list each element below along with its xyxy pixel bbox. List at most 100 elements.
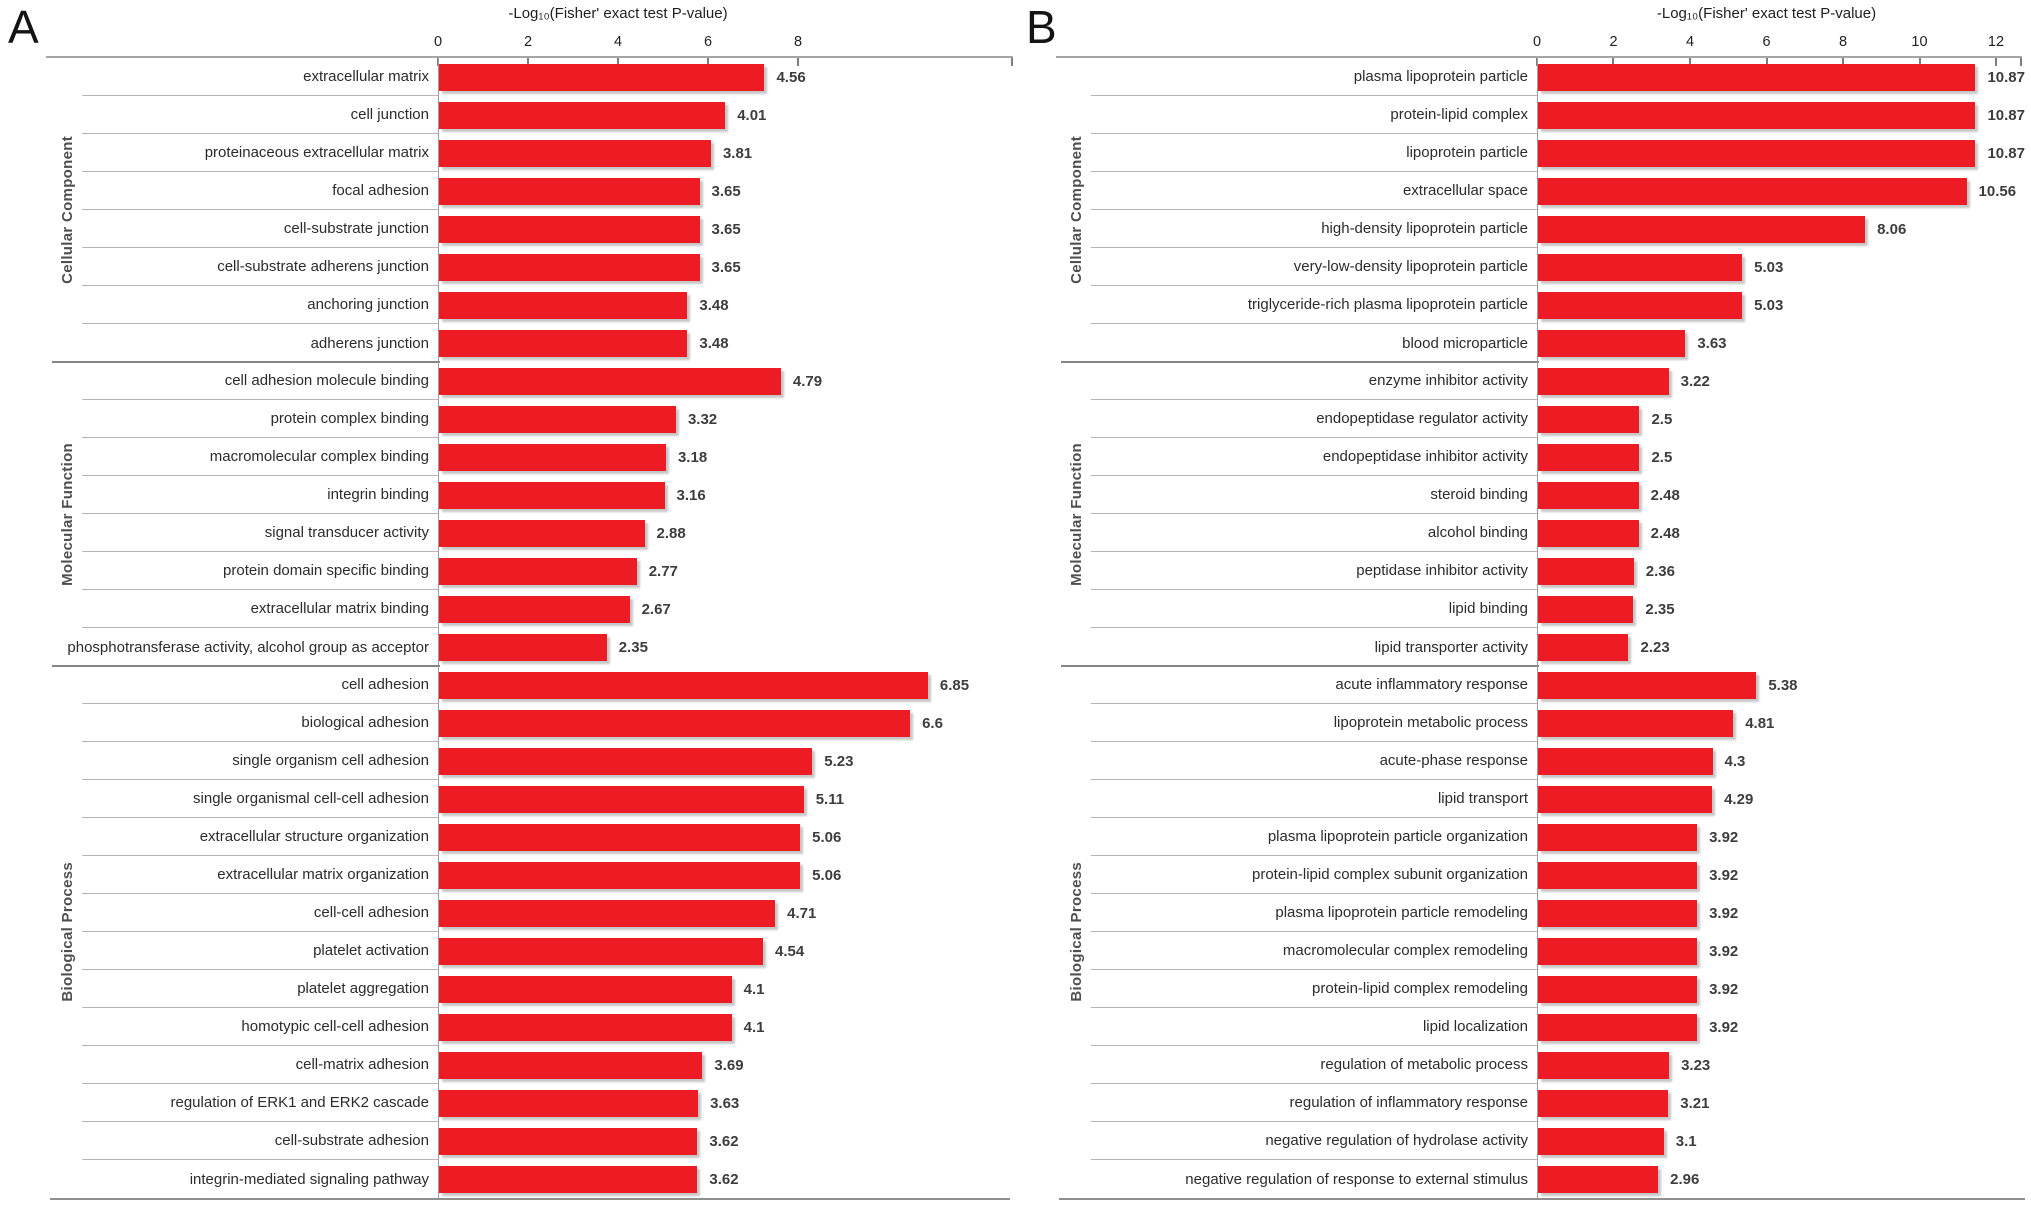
bar [439,861,801,889]
row-label-cell: lipid localization [1091,1008,1537,1046]
bar-value: 2.77 [648,562,678,580]
bar-value: 2.88 [656,524,686,542]
bar-value: 4.79 [792,372,823,390]
category-group-label-column: Molecular Function [52,362,82,666]
chart-row: lipid transport 4.29 [1091,780,2025,818]
row-label: regulation of metabolic process [1320,1056,1528,1073]
axis-tick-labels: 0 2 4 6 8 10 12 [1533,30,2004,52]
bar [439,709,911,737]
row-label: peptidase inhibitor activity [1356,562,1528,579]
row-label-cell: cell-substrate junction [82,210,438,248]
row-label: extracellular matrix binding [250,600,429,617]
row-label-cell: negative regulation of response to exter… [1091,1160,1537,1198]
chart-row: cell adhesion 6.85 [82,666,1010,704]
chart-row: plasma lipoprotein particle 10.87 [1091,58,2025,96]
bar-value: 2.35 [618,638,648,656]
category-group: Molecular Function cell adhesion molecule… [52,362,1010,667]
row-label: single organismal cell-cell adhesion [193,790,429,807]
chart-row: cell-substrate adhesion 3.62 [82,1122,1010,1160]
row-label: lipid binding [1448,600,1528,617]
bar [439,937,764,965]
bar [439,557,637,585]
panel-letter: B [1026,1,1057,53]
bar-value: 5.11 [815,790,845,808]
axis-tick-label: 12 [1987,34,2005,50]
chart-row: lipid transporter activity 2.23 [1091,628,2025,666]
category-group: Biological Process acute inflammatory res… [1061,666,2025,1198]
row-bar-cell: 4.54 [438,932,1010,970]
row-label-cell: phosphotransferase activity, alcohol gro… [67,628,438,666]
row-label: plasma lipoprotein particle [1353,68,1528,85]
row-label: platelet activation [313,942,429,959]
bar [1538,519,1639,547]
chart-row: cell-matrix adhesion 3.69 [82,1046,1010,1084]
bar-value: 3.21 [1680,1094,1710,1112]
chart-row: extracellular matrix 4.56 [82,58,1010,96]
bar-value: 5.23 [824,752,854,770]
chart-row: very-low-density lipoprotein particle 5.0… [1091,248,2025,286]
bar-value: 5.38 [1768,676,1798,694]
chart-row: platelet activation 4.54 [82,932,1010,970]
row-label: proteinaceous extracellular matrix [204,144,429,161]
bar-value: 10.87 [1987,144,2025,162]
row-label: cell-cell adhesion [313,904,429,921]
row-bar-cell: 2.88 [438,514,1010,552]
category-group-label: Biological Process [1067,862,1085,1002]
chart-row: negative regulation of response to exter… [1091,1160,2025,1198]
row-label: endopeptidase regulator activity [1316,410,1528,427]
row-label-cell: endopeptidase inhibitor activity [1091,438,1537,476]
row-bar-cell: 3.63 [438,1084,1010,1122]
row-bar-cell: 10.87 [1537,96,2025,134]
chart-row: cell-substrate junction 3.65 [82,210,1010,248]
row-label-cell: protein-lipid complex subunit organizati… [1091,856,1537,894]
chart-row: macromolecular complex binding 3.18 [82,438,1010,476]
axis-tick-mark [1688,58,1691,66]
chart-row: high-density lipoprotein particle 8.06 [1091,210,2025,248]
bar [1538,557,1634,585]
bar [439,1089,699,1117]
chart-row: enzyme inhibitor activity 3.22 [1091,362,2025,400]
row-label-cell: platelet aggregation [82,970,438,1008]
row-bar-cell: 3.63 [1537,324,2025,362]
bar-value: 4.1 [743,1018,765,1036]
bar [439,1013,732,1041]
chart-row: extracellular matrix binding 2.67 [82,590,1010,628]
row-label: cell junction [350,106,429,123]
row-label: regulation of inflammatory response [1289,1094,1528,1111]
row-label: extracellular space [1402,182,1528,199]
chart-body: Cellular Component extracellular matrix 4.… [50,58,1010,1200]
row-label-cell: lipoprotein particle [1091,134,1537,172]
bar [439,899,776,927]
row-label-cell: single organismal cell-cell adhesion [82,780,438,818]
axis-tick-label: 4 [613,34,623,50]
chart-row: negative regulation of hydrolase activit… [1091,1122,2025,1160]
bar [439,443,666,471]
row-bar-cell: 3.92 [1537,818,2025,856]
row-bar-cell: 2.36 [1537,552,2025,590]
bar [439,975,732,1003]
bar [439,785,804,813]
row-bar-cell: 3.1 [1537,1122,2025,1160]
bar-value: 3.65 [711,220,741,238]
row-label: enzyme inhibitor activity [1368,372,1528,389]
bar-value: 3.92 [1709,828,1739,846]
row-label-cell: steroid binding [1091,476,1537,514]
row-label: integrin binding [327,486,429,503]
bar-value: 5.06 [812,828,842,846]
bar [1538,1127,1664,1155]
row-label-cell: enzyme inhibitor activity [1091,362,1537,400]
axis-tick-label: 6 [1762,34,1771,50]
row-bar-cell: 5.06 [438,818,1010,856]
row-label: cell-substrate adhesion [274,1132,429,1149]
bar [1538,823,1698,851]
bar-value: 3.18 [677,448,708,466]
bar-value: 3.92 [1709,866,1739,884]
row-label-cell: high-density lipoprotein particle [1091,210,1537,248]
bar-value: 3.63 [1697,334,1727,352]
bar [439,481,665,509]
row-label: triglyceride-rich plasma lipoprotein par… [1247,296,1528,313]
row-label: platelet aggregation [297,980,429,997]
row-label-cell: protein domain specific binding [82,552,438,590]
bar-value: 3.63 [710,1094,740,1112]
bar [439,291,688,319]
